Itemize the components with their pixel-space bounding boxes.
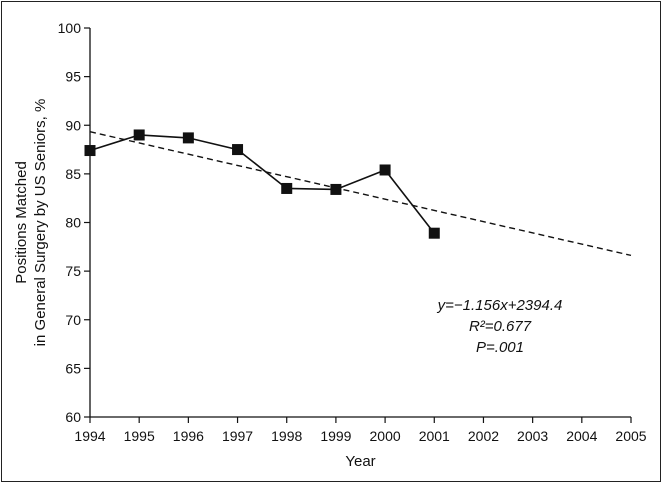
- y-tick-label: 70: [65, 312, 81, 328]
- x-tick-label: 2002: [468, 428, 499, 444]
- y-tick-label: 75: [65, 263, 81, 279]
- x-tick-label: 1994: [74, 428, 105, 444]
- data-point: [428, 227, 440, 239]
- x-tick-label: 2004: [566, 428, 597, 444]
- x-tick-label: 2005: [615, 428, 646, 444]
- y-ticks: 60 65 70 75 80 85 90 95 100: [58, 20, 90, 425]
- y-axis-title-line-1: Positions Matched: [13, 161, 30, 284]
- data-point: [133, 129, 145, 141]
- r-squared-label: R²=0.677: [469, 318, 532, 335]
- x-axis-title: Year: [345, 453, 375, 470]
- x-tick-label: 1995: [124, 428, 155, 444]
- x-ticks: 1994 1995 1996 1997 1998 1999 2000 2001 2002 2003…: [74, 417, 647, 444]
- data-point: [182, 132, 194, 144]
- regression-equation: y=−1.156x+2394.4: [437, 297, 563, 314]
- axes: [89, 28, 631, 418]
- y-tick-label: 85: [65, 166, 81, 182]
- data-point: [84, 145, 96, 157]
- series-line: [89, 134, 435, 234]
- y-tick-label: 95: [65, 69, 81, 85]
- y-tick-label: 65: [65, 360, 81, 376]
- y-tick-label: 100: [58, 20, 82, 36]
- x-tick-label: 2000: [370, 428, 401, 444]
- y-axis-title-line-2: in General Surgery by US Seniors, %: [32, 99, 49, 347]
- x-tick-label: 1996: [173, 428, 204, 444]
- x-tick-label: 2001: [419, 428, 450, 444]
- trendline: [89, 131, 632, 257]
- data-point: [379, 164, 391, 176]
- y-tick-label: 80: [65, 215, 81, 231]
- y-tick-label: 90: [65, 117, 81, 133]
- data-point: [330, 183, 342, 195]
- data-point: [281, 182, 293, 194]
- series-group: [84, 129, 440, 239]
- trendline-group: [89, 131, 632, 257]
- y-axis-title: Positions Matched in General Surgery by …: [13, 99, 49, 347]
- x-tick-label: 1997: [222, 428, 253, 444]
- x-tick-label: 2003: [517, 428, 548, 444]
- p-value-label: P=.001: [476, 339, 524, 356]
- x-tick-label: 1998: [271, 428, 302, 444]
- y-tick-label: 60: [65, 409, 81, 425]
- x-tick-label: 1999: [320, 428, 351, 444]
- data-point: [232, 144, 244, 156]
- regression-annotation: y=−1.156x+2394.4 R²=0.677 P=.001: [437, 297, 563, 356]
